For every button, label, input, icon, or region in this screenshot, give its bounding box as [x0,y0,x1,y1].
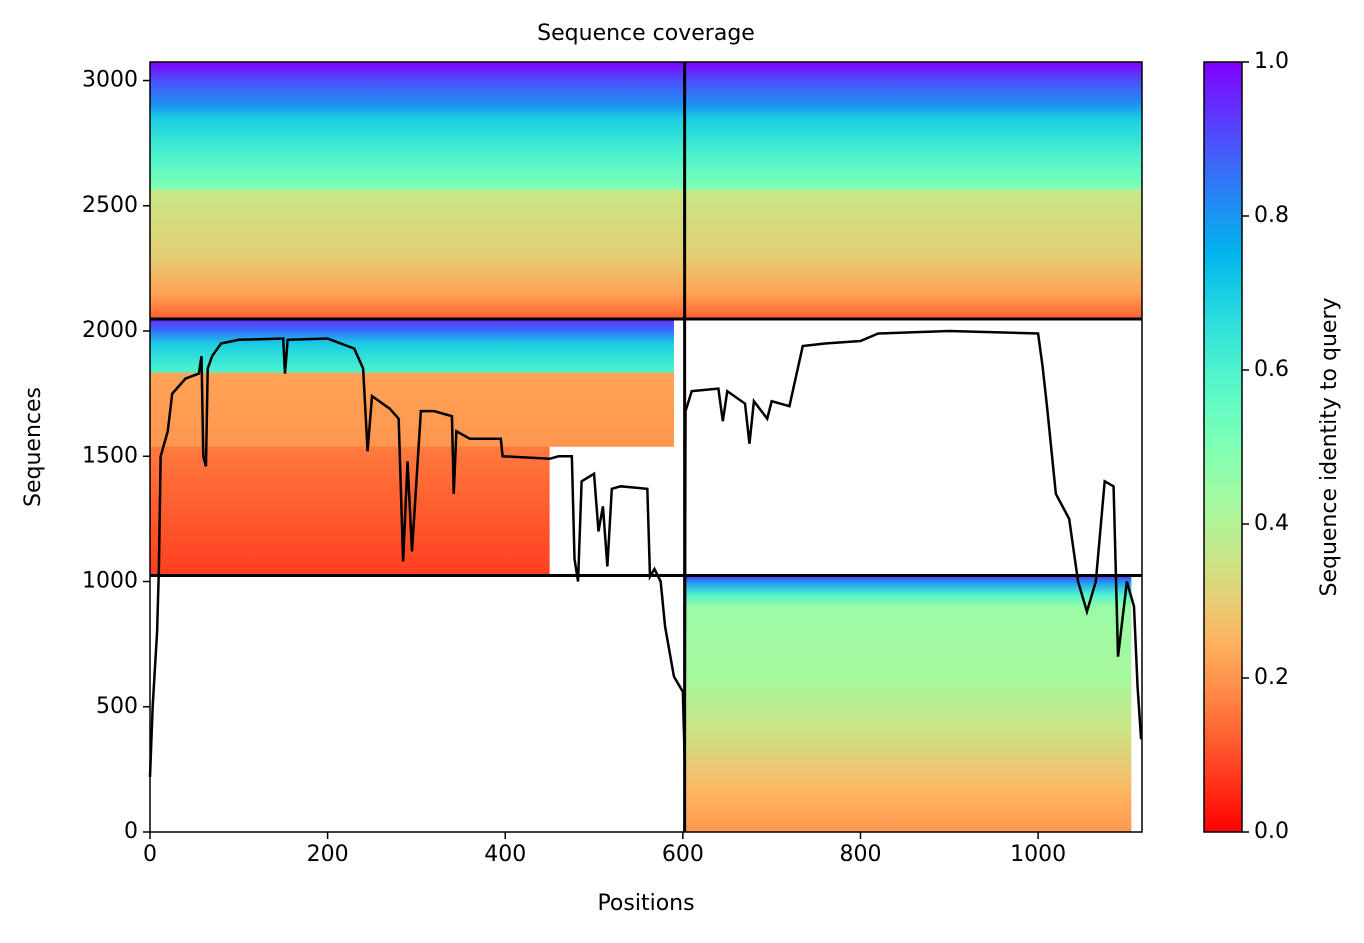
colorbar-tick-label: 0.6 [1254,357,1289,382]
x-axis-label: Positions [597,891,694,916]
x-tick-label: 200 [307,842,349,867]
colorbar-tick-label: 0.4 [1254,511,1289,536]
y-tick-label: 2000 [82,318,138,343]
x-tick-label: 600 [662,842,704,867]
y-tick-label: 500 [96,694,138,719]
colorbar-label: Sequence identity to query [1317,297,1342,596]
msa-band [150,255,1142,294]
msa-band [684,575,1132,583]
msa-band [150,62,1142,82]
msa-band [150,446,550,507]
msa-band [684,731,1132,795]
y-axis-label: Sequences [21,387,46,507]
msa-band [684,581,1132,595]
colorbar-tick-label: 0.0 [1254,819,1289,844]
x-tick-label: 400 [484,842,526,867]
msa-band [150,190,1142,257]
x-tick-label: 800 [839,842,881,867]
colorbar-tick-label: 1.0 [1254,49,1289,74]
msa-band [684,794,1132,833]
msa-band [150,373,674,447]
msa-band [150,118,1142,157]
x-tick-label: 1000 [1010,842,1066,867]
msa-band [150,80,1142,107]
msa-band [150,319,674,332]
msa-band [150,343,674,372]
msa-band [150,188,1142,192]
msa-band [684,681,1132,733]
colorbar-tick-label: 0.8 [1254,203,1289,228]
chart-title: Sequence coverage [537,21,755,46]
msa-band [150,331,674,345]
msa-band [150,371,674,375]
y-tick-label: 2500 [82,193,138,218]
msa-band [684,594,1132,608]
y-tick-label: 1500 [82,443,138,468]
colorbar [1203,61,1243,833]
msa-band [684,606,1132,683]
colorbar-tick-label: 0.2 [1254,665,1289,690]
plot-frame [149,61,1143,833]
msa-band [150,506,550,577]
x-tick-label: 0 [143,842,157,867]
y-tick-label: 0 [124,819,138,844]
msa-band [150,155,1142,189]
msa-band [150,105,1142,119]
y-tick-label: 3000 [82,68,138,93]
msa-band [150,293,1142,320]
coverage-line [148,329,1143,777]
y-tick-label: 1000 [82,569,138,594]
